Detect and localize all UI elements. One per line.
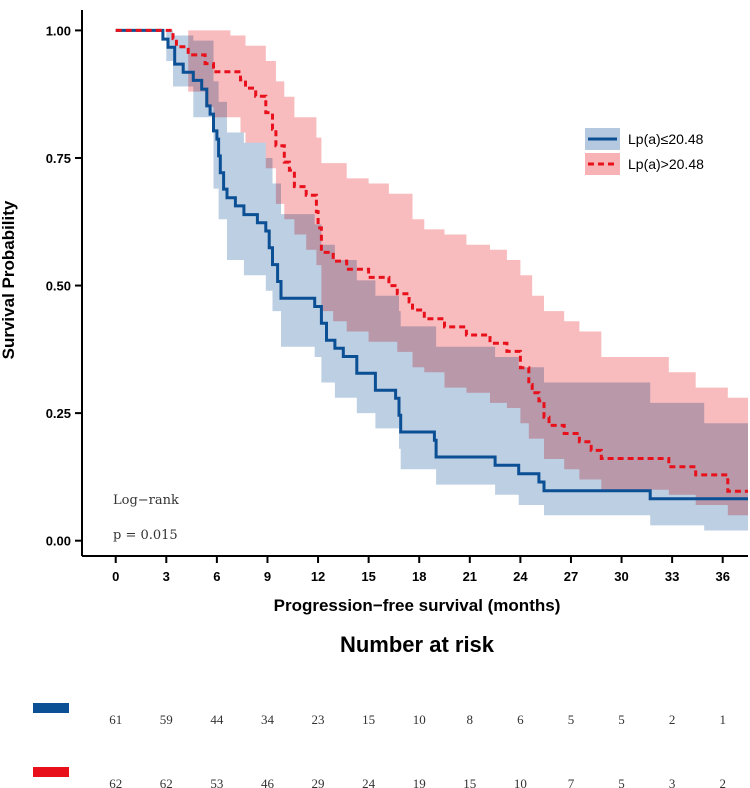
x-tick-label: 0	[112, 569, 119, 584]
survival-curves	[115, 28, 748, 501]
risk-count: 10	[514, 776, 527, 788]
axes: 0.000.250.500.751.000 3 6 9 12 15 18 21 24 27 30 33…	[46, 10, 748, 584]
risk-count: 15	[463, 776, 476, 788]
risk-count: 53	[210, 776, 223, 788]
y-tick-label: 0.25	[46, 406, 71, 421]
legend-label: Lp(a)>20.48	[628, 156, 704, 172]
risk-count: 2	[669, 712, 676, 727]
x-tick-label: 3	[163, 569, 170, 584]
x-tick-label: 33	[665, 569, 679, 584]
x-tick-label: 21	[463, 569, 477, 584]
risk-count: 61	[109, 712, 122, 727]
x-tick-label: 12	[311, 569, 325, 584]
confidence-bands	[115, 30, 748, 531]
y-axis-title: Survival Probability	[0, 200, 18, 359]
risk-count: 5	[568, 712, 575, 727]
x-tick-label: 6	[213, 569, 220, 584]
risk-count: 1	[719, 712, 726, 727]
logrank-label: Log−rank	[113, 493, 179, 508]
risk-count: 7	[568, 776, 575, 788]
risk-count: 46	[261, 776, 275, 788]
x-axis-title: Progression−free survival (months)	[274, 596, 561, 615]
ci-band-series-2	[115, 30, 748, 516]
p-value-label: p = 0.015	[113, 528, 178, 543]
risk-count: 5	[618, 712, 625, 727]
risk-count: 59	[160, 712, 173, 727]
risk-count: 62	[160, 776, 173, 788]
risk-row-marker	[33, 703, 69, 713]
risk-count: 5	[618, 776, 625, 788]
x-tick-label: 30	[614, 569, 628, 584]
x-tick-label: 18	[412, 569, 426, 584]
y-tick-label: 1.00	[46, 23, 71, 38]
risk-count: 8	[467, 712, 474, 727]
survival-curve-series-1	[115, 28, 748, 501]
x-tick-label: 15	[361, 569, 375, 584]
x-tick-label: 36	[715, 569, 729, 584]
risk-count: 6	[517, 712, 524, 727]
legend: Lp(a)≤20.48 Lp(a)>20.48	[585, 128, 704, 175]
risk-count: 15	[362, 712, 375, 727]
risk-count: 3	[669, 776, 676, 788]
y-tick-label: 0.00	[46, 534, 71, 549]
risk-count: 19	[413, 776, 426, 788]
x-tick-label: 27	[564, 569, 578, 584]
risk-count: 44	[210, 712, 224, 727]
x-tick-label: 24	[513, 569, 528, 584]
x-tick-label: 9	[264, 569, 271, 584]
risk-table: 61 59 44 34 23 15 10 8 6 5 5 2 162 62 53 46 29 24 19 15 10 7 5…	[33, 703, 726, 788]
risk-count: 2	[719, 776, 726, 788]
risk-count: 29	[312, 776, 325, 788]
legend-label: Lp(a)≤20.48	[628, 131, 704, 147]
risk-count: 34	[261, 712, 275, 727]
risk-count: 23	[312, 712, 325, 727]
y-tick-label: 0.75	[46, 151, 71, 166]
risk-count: 62	[109, 776, 122, 788]
survival-curve-series-2	[115, 28, 748, 493]
risk-table-title: Number at risk	[340, 632, 495, 657]
risk-count: 10	[413, 712, 426, 727]
risk-row-marker	[33, 767, 69, 777]
risk-count: 24	[362, 776, 376, 788]
y-tick-label: 0.50	[46, 279, 71, 294]
